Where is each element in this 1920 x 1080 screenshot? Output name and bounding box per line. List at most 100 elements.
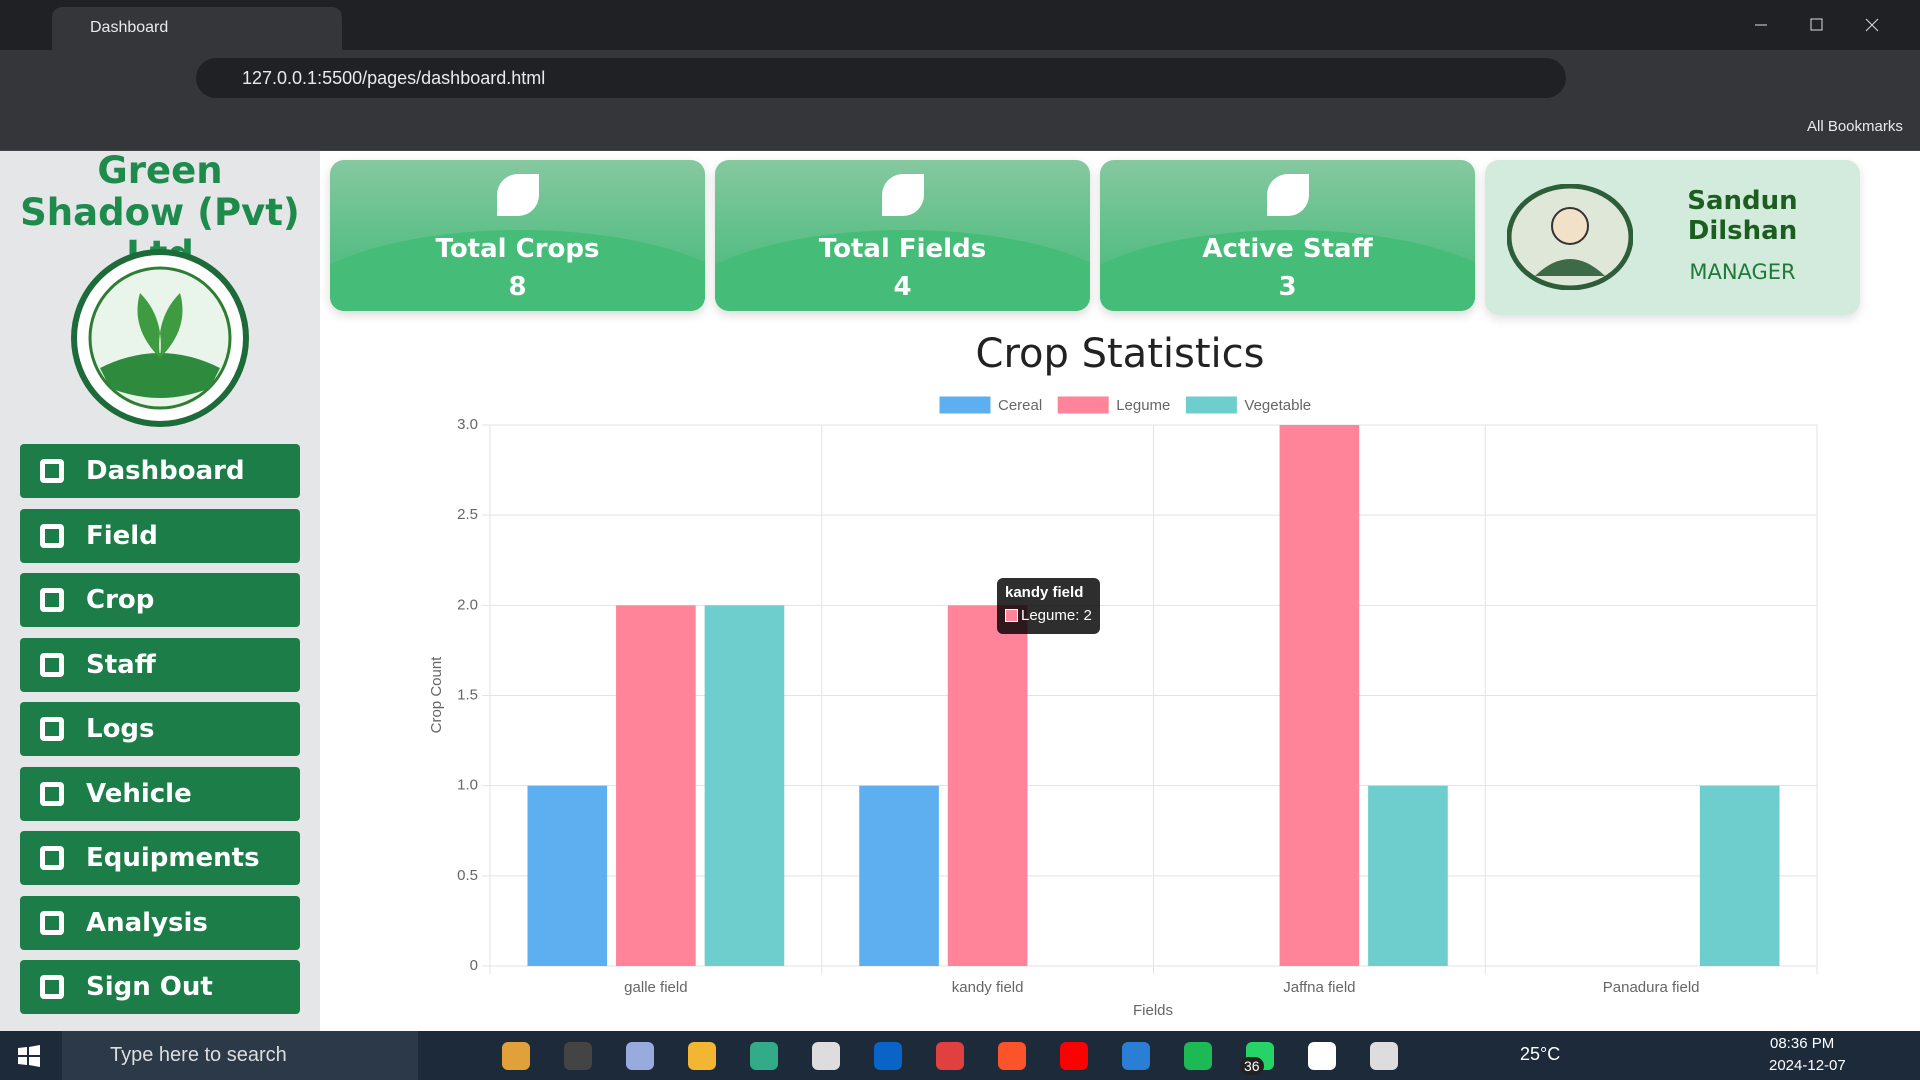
start-button[interactable] — [18, 1045, 40, 1067]
card-label: Total Crops — [435, 234, 600, 264]
y-tick-label: 1.0 — [457, 777, 478, 794]
stat-card: Active Staff 3 — [1100, 160, 1475, 311]
url: 127.0.0.1:5500/pages/dashboard.html — [242, 68, 546, 88]
menu-button[interactable]: Staff — [20, 637, 300, 692]
y-tick-label: 0 — [470, 957, 478, 974]
legend-swatch — [939, 396, 991, 414]
x-axis-label: Fields — [1133, 1002, 1173, 1019]
card-icon — [882, 174, 924, 216]
bar — [616, 605, 696, 966]
x-tick-label: galle field — [624, 979, 687, 996]
x-tick-label: Panadura field — [1603, 979, 1700, 996]
card-icon — [1267, 174, 1309, 216]
profile-name: Sandun Dilshan — [1687, 186, 1798, 246]
card-wave — [1100, 230, 1475, 311]
taskbar-icon[interactable] — [1184, 1042, 1212, 1070]
tab[interactable]: Dashboard — [52, 7, 342, 50]
legend-swatch — [1057, 396, 1109, 414]
taskbar-icon[interactable] — [564, 1042, 592, 1070]
taskbar-icon[interactable] — [1308, 1042, 1336, 1070]
bar — [859, 785, 939, 966]
menu-button[interactable]: Crop — [20, 573, 300, 627]
search-box[interactable]: Type here to search — [62, 1031, 418, 1080]
legend-label: Vegetable — [1244, 397, 1311, 414]
bar — [1368, 785, 1448, 966]
menu-icon — [40, 910, 64, 935]
menu-icon — [40, 975, 64, 999]
y-tick-label: 3.0 — [457, 416, 478, 433]
tab-strip: Dashboard — [0, 0, 1920, 50]
legend-label: Legume — [1116, 397, 1170, 414]
avatar — [1507, 184, 1633, 290]
window-controls — [1755, 18, 1879, 32]
tooltip: kandy field Legume: 2 — [997, 578, 1100, 634]
y-tick-label: 1.5 — [457, 686, 478, 703]
bar — [1699, 785, 1780, 966]
taskbar-icon[interactable] — [502, 1042, 530, 1070]
legend-swatch — [1185, 396, 1237, 414]
card-label: Total Fields — [818, 234, 987, 264]
menu-button[interactable]: Logs — [20, 702, 300, 756]
x-tick-label: Jaffna field — [1283, 979, 1355, 996]
taskbar-icon[interactable] — [626, 1042, 654, 1070]
bookmarks-bar: All Bookmarks — [0, 104, 1920, 151]
menu-button[interactable]: Vehicle — [20, 766, 300, 821]
profile-card: Sandun Dilshan MANAGER — [1485, 160, 1860, 315]
y-axis-label: Crop Count — [428, 656, 445, 734]
bar — [947, 605, 1028, 966]
menu-icon — [40, 781, 64, 806]
menu-icon — [40, 523, 64, 548]
taskbar-icon[interactable] — [936, 1042, 964, 1070]
tab-title: Dashboard — [90, 19, 169, 36]
menu-button[interactable]: Analysis — [20, 895, 300, 950]
menu-button[interactable]: Equipments — [20, 831, 300, 885]
y-tick-label: 2.5 — [457, 506, 478, 523]
address-bar[interactable]: 127.0.0.1:5500/pages/dashboard.html — [196, 58, 1566, 98]
badge: 36 — [1240, 1057, 1264, 1075]
taskbar-icon[interactable] — [688, 1042, 716, 1070]
y-tick-label: 0.5 — [457, 867, 478, 884]
menu-button[interactable]: Field — [20, 508, 300, 563]
tooltip-label: Legume: 2 — [1005, 607, 1100, 624]
taskbar-icon[interactable] — [874, 1042, 902, 1070]
y-tick-label: 2.0 — [457, 596, 478, 613]
weather: 25°C — [1520, 1044, 1561, 1064]
profile-role: MANAGER — [1689, 260, 1796, 284]
legend-label: Cereal — [998, 397, 1042, 414]
card-wave — [330, 230, 705, 311]
taskbar-icon[interactable] — [1060, 1042, 1088, 1070]
bookmarks-label: All Bookmarks — [1807, 118, 1903, 135]
tooltip-text: Legume: 2 — [1021, 607, 1092, 624]
chart: Crop Statistics Fields Crop Count 0 0.5 1.… — [428, 331, 1818, 1019]
taskbar-icon[interactable] — [812, 1042, 840, 1070]
menu-icon — [40, 846, 64, 870]
bar — [1279, 425, 1360, 966]
menu-icon — [40, 652, 64, 677]
menu-icon — [40, 459, 64, 483]
card-wave — [715, 230, 1090, 311]
stat-card: Total Fields 4 — [715, 160, 1090, 311]
chart-title: Crop Statistics — [976, 331, 1265, 377]
taskbar-icon[interactable] — [1370, 1042, 1398, 1070]
bar — [704, 605, 785, 966]
menu-button[interactable]: Dashboard — [20, 444, 300, 498]
card-value: 3 — [1278, 272, 1297, 302]
menu-icon — [40, 717, 64, 741]
card-value: 8 — [508, 272, 527, 302]
clock-time: 08:36 PM — [1770, 1035, 1835, 1052]
menu-icon — [40, 588, 64, 612]
search-placeholder: Type here to search — [110, 1044, 287, 1066]
taskbar-icon[interactable] — [1122, 1042, 1150, 1070]
taskbar-icon[interactable] — [998, 1042, 1026, 1070]
card-icon — [497, 174, 539, 216]
tooltip-title: kandy field — [1005, 584, 1084, 601]
card-label: Active Staff — [1202, 234, 1373, 264]
clock-date: 2024-12-07 — [1769, 1057, 1846, 1074]
menu-button[interactable]: Sign Out — [20, 960, 300, 1014]
x-tick-label: kandy field — [952, 979, 1024, 996]
taskbar-icon[interactable] — [750, 1042, 778, 1070]
logo — [71, 249, 249, 427]
card-value: 4 — [893, 272, 912, 302]
bar — [527, 785, 608, 966]
